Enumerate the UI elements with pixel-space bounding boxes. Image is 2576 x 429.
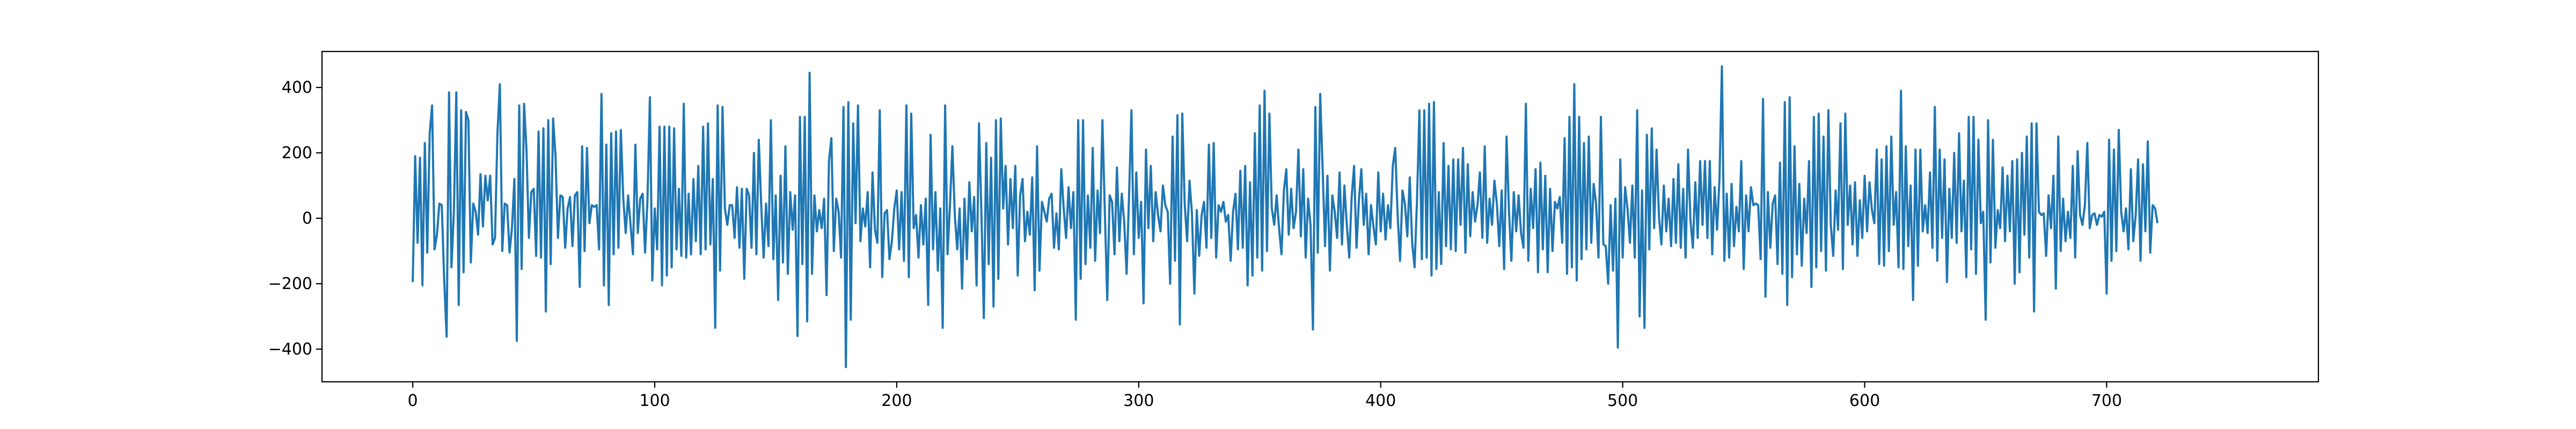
x-tick-label: 400 — [1365, 391, 1396, 410]
y-axis: −400 −200 0 200 400 — [268, 78, 322, 359]
x-axis: 0 100 200 300 400 500 600 700 — [408, 382, 2122, 410]
plot-area-frame — [321, 50, 2319, 383]
data-layer — [412, 65, 2159, 368]
x-tick-label: 500 — [1607, 391, 1638, 410]
y-tick-label: −200 — [268, 275, 312, 293]
x-tick-label: 100 — [639, 391, 670, 410]
y-tick-label: 200 — [282, 144, 312, 162]
x-tick-label: 200 — [881, 391, 912, 410]
x-tick-label: 600 — [1849, 391, 1880, 410]
x-tick-label: 300 — [1123, 391, 1154, 410]
y-tick-label: 0 — [302, 209, 312, 228]
series-line-0 — [412, 65, 2159, 368]
x-tick-label: 0 — [408, 391, 418, 410]
x-tick-label: 700 — [2091, 391, 2122, 410]
y-tick-label: −400 — [268, 340, 312, 359]
y-tick-label: 400 — [282, 78, 312, 97]
